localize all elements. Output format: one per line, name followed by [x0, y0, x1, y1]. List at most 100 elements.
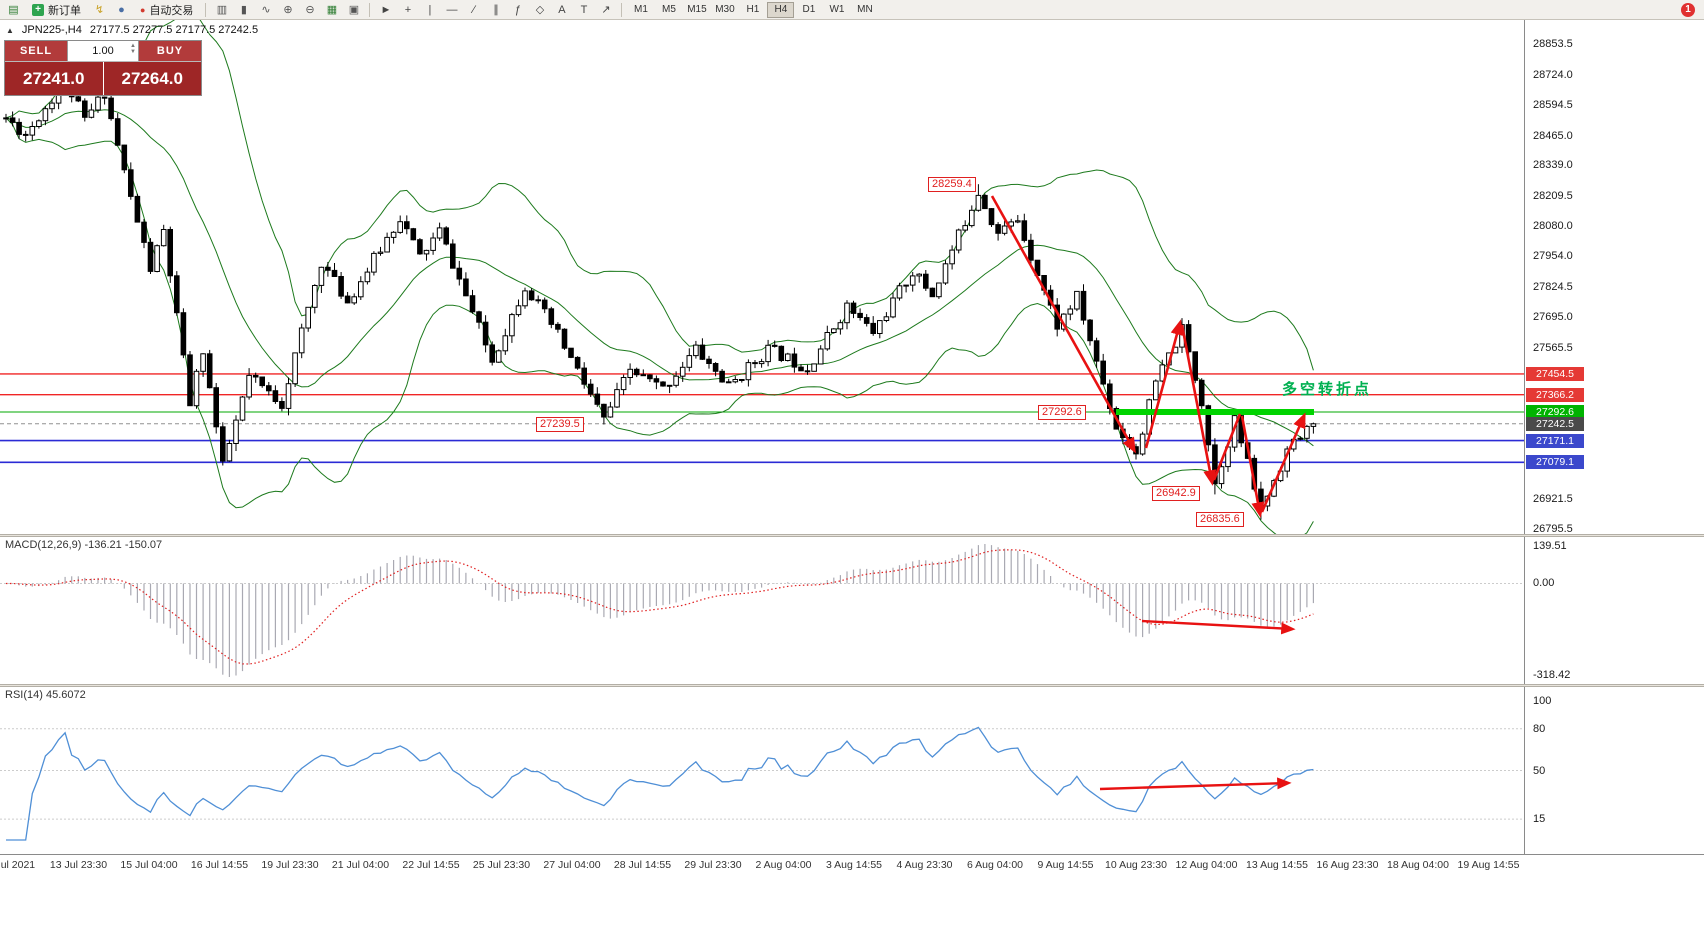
- new-order-label: 新订单: [48, 4, 81, 17]
- time-axis-label: 19 Aug 14:55: [1457, 859, 1520, 871]
- market-watch-icon[interactable]: ●: [111, 1, 132, 18]
- macd-axis-label: 0.00: [1533, 577, 1555, 589]
- buy-price[interactable]: 27264.0: [103, 62, 201, 95]
- timeframe-w1[interactable]: W1: [823, 2, 850, 18]
- price-callout[interactable]: 28259.4: [928, 177, 976, 192]
- arrows-icon[interactable]: ↗: [595, 1, 616, 18]
- panel-splitter[interactable]: [0, 534, 1704, 537]
- symbol-info: ▲ JPN225-,H4 27177.5 27277.5 27177.5 272…: [6, 24, 258, 36]
- price-axis-tick: 28594.5: [1533, 99, 1573, 111]
- auto-trading-button[interactable]: ● 自动交易: [133, 1, 200, 18]
- price-axis-badge: 27292.6: [1526, 405, 1584, 419]
- bottom-area: [0, 876, 1704, 946]
- sell-button[interactable]: SELL: [5, 41, 67, 61]
- candlestick-chart-icon[interactable]: ▮: [233, 1, 254, 18]
- chart-annotation-text[interactable]: 多空转折点: [1282, 381, 1373, 398]
- time-axis-label: 10 Aug 23:30: [1105, 859, 1167, 871]
- price-callout[interactable]: 27239.5: [536, 417, 584, 432]
- zoom-out-icon[interactable]: ⊖: [299, 1, 320, 18]
- price-axis-tick: 26921.5: [1533, 493, 1573, 505]
- timeframe-h1[interactable]: H1: [739, 2, 766, 18]
- vertical-line-icon[interactable]: |: [419, 1, 440, 18]
- price-axis-badge: 27454.5: [1526, 367, 1584, 381]
- toolbar-separator: [621, 2, 623, 17]
- volume-input[interactable]: 1.00 ▲ ▼: [67, 41, 139, 61]
- macd-panel: MACD(12,26,9) -136.21 -150.07: [0, 537, 1524, 684]
- zoom-in-icon[interactable]: ⊕: [277, 1, 298, 18]
- timeframe-m30[interactable]: M30: [711, 2, 738, 18]
- price-axis-tick: 27695.0: [1533, 311, 1573, 323]
- rsi-axis-label: 15: [1533, 813, 1546, 825]
- time-axis-label: 27 Jul 04:00: [543, 859, 601, 871]
- time-axis[interactable]: 12 Jul 2021 13 Jul 23:30 15 Jul 04:00 16 Ju…: [0, 854, 1704, 876]
- metaeditor-icon[interactable]: ↯: [89, 1, 110, 18]
- timeframe-m5[interactable]: M5: [655, 2, 682, 18]
- price-axis-badge: 27366.2: [1526, 388, 1584, 402]
- time-axis-label: 6 Aug 04:00: [966, 859, 1024, 871]
- macd-axis-label: -318.42: [1533, 669, 1571, 681]
- timeframe-d1[interactable]: D1: [795, 2, 822, 18]
- volume-spinner[interactable]: ▲ ▼: [130, 43, 136, 55]
- time-axis-label: 9 Aug 14:55: [1037, 859, 1094, 871]
- channel-icon[interactable]: ∥: [485, 1, 506, 18]
- timeframe-h4[interactable]: H4: [767, 1, 795, 18]
- new-chart-icon[interactable]: ▤: [3, 1, 24, 18]
- main-chart-panel: ▲ JPN225-,H4 27177.5 27277.5 27177.5 272…: [0, 20, 1524, 534]
- label-icon[interactable]: T: [573, 1, 594, 18]
- volume-value: 1.00: [92, 45, 114, 57]
- price-callout[interactable]: 27292.6: [1038, 405, 1086, 420]
- rsi-panel: RSI(14) 45.6072: [0, 687, 1524, 854]
- macd-chart[interactable]: [0, 537, 1524, 684]
- time-axis-label: 3 Aug 14:55: [825, 859, 883, 871]
- new-order-button[interactable]: + 新订单: [25, 1, 88, 18]
- time-axis-label: 2 Aug 04:00: [755, 859, 812, 871]
- rsi-axis: 100 80 50 15: [1525, 687, 1704, 854]
- time-axis-label: 18 Aug 04:00: [1387, 859, 1449, 871]
- timeframe-mn[interactable]: MN: [851, 2, 878, 18]
- auto-trading-icon: ●: [140, 4, 146, 15]
- tile-windows-icon[interactable]: ▦: [321, 1, 342, 18]
- one-click-trading-panel: SELL 1.00 ▲ ▼ BUY 27241.0 27264.0: [4, 40, 202, 96]
- time-axis-label: 19 Jul 23:30: [261, 859, 319, 871]
- price-axis-tick: 28209.5: [1533, 190, 1573, 202]
- price-axis-main: 28853.5 28724.0 28594.5 28465.0 28339.0 28209…: [1525, 20, 1704, 534]
- trendline-icon[interactable]: ∕: [463, 1, 484, 18]
- cursor-icon[interactable]: ►: [375, 1, 396, 18]
- macd-label: MACD(12,26,9) -136.21 -150.07: [5, 539, 163, 551]
- timeframe-m15[interactable]: M15: [683, 2, 710, 18]
- macd-axis: 139.51 0.00 -318.42: [1525, 537, 1704, 684]
- time-axis-label: 12 Jul 2021: [0, 859, 36, 871]
- bar-chart-icon[interactable]: ▥: [211, 1, 232, 18]
- time-axis-label: 13 Jul 23:30: [49, 859, 108, 871]
- text-icon[interactable]: A: [551, 1, 572, 18]
- fibonacci-icon[interactable]: ƒ: [507, 1, 528, 18]
- time-axis-label: 15 Jul 04:00: [120, 859, 178, 871]
- line-chart-icon[interactable]: ∿: [255, 1, 276, 18]
- horizontal-line-icon[interactable]: —: [441, 1, 462, 18]
- sell-price[interactable]: 27241.0: [5, 62, 104, 95]
- price-axis-tick: 28080.0: [1533, 220, 1573, 232]
- time-axis-label: 28 Jul 14:55: [613, 859, 672, 871]
- price-axis-tick: 28339.0: [1533, 159, 1573, 171]
- panel-splitter[interactable]: [0, 684, 1704, 687]
- time-axis-label: 29 Jul 23:30: [684, 859, 742, 871]
- time-axis-label: 22 Jul 14:55: [402, 859, 460, 871]
- buy-button[interactable]: BUY: [139, 41, 201, 61]
- price-axis-tick: 28853.5: [1533, 38, 1573, 50]
- time-axis-label: 4 Aug 23:30: [896, 859, 953, 871]
- price-axis-tick: 27824.5: [1533, 281, 1573, 293]
- one-click-collapse-icon[interactable]: ▲: [6, 25, 14, 35]
- crosshair-icon[interactable]: +: [397, 1, 418, 18]
- notification-badge[interactable]: 1: [1681, 2, 1695, 17]
- price-axis-badge: 27242.5: [1526, 417, 1584, 431]
- candlestick-chart[interactable]: [0, 20, 1524, 534]
- auto-trading-label: 自动交易: [149, 4, 194, 17]
- rsi-chart[interactable]: [0, 687, 1524, 854]
- new-order-icon: +: [32, 3, 44, 16]
- price-axis-tick: 28724.0: [1533, 69, 1573, 81]
- price-callout[interactable]: 26835.6: [1196, 512, 1244, 527]
- shapes-icon[interactable]: ◇: [529, 1, 550, 18]
- price-callout[interactable]: 26942.9: [1152, 486, 1200, 501]
- timeframe-m1[interactable]: M1: [627, 2, 654, 18]
- templates-icon[interactable]: ▣: [343, 1, 364, 18]
